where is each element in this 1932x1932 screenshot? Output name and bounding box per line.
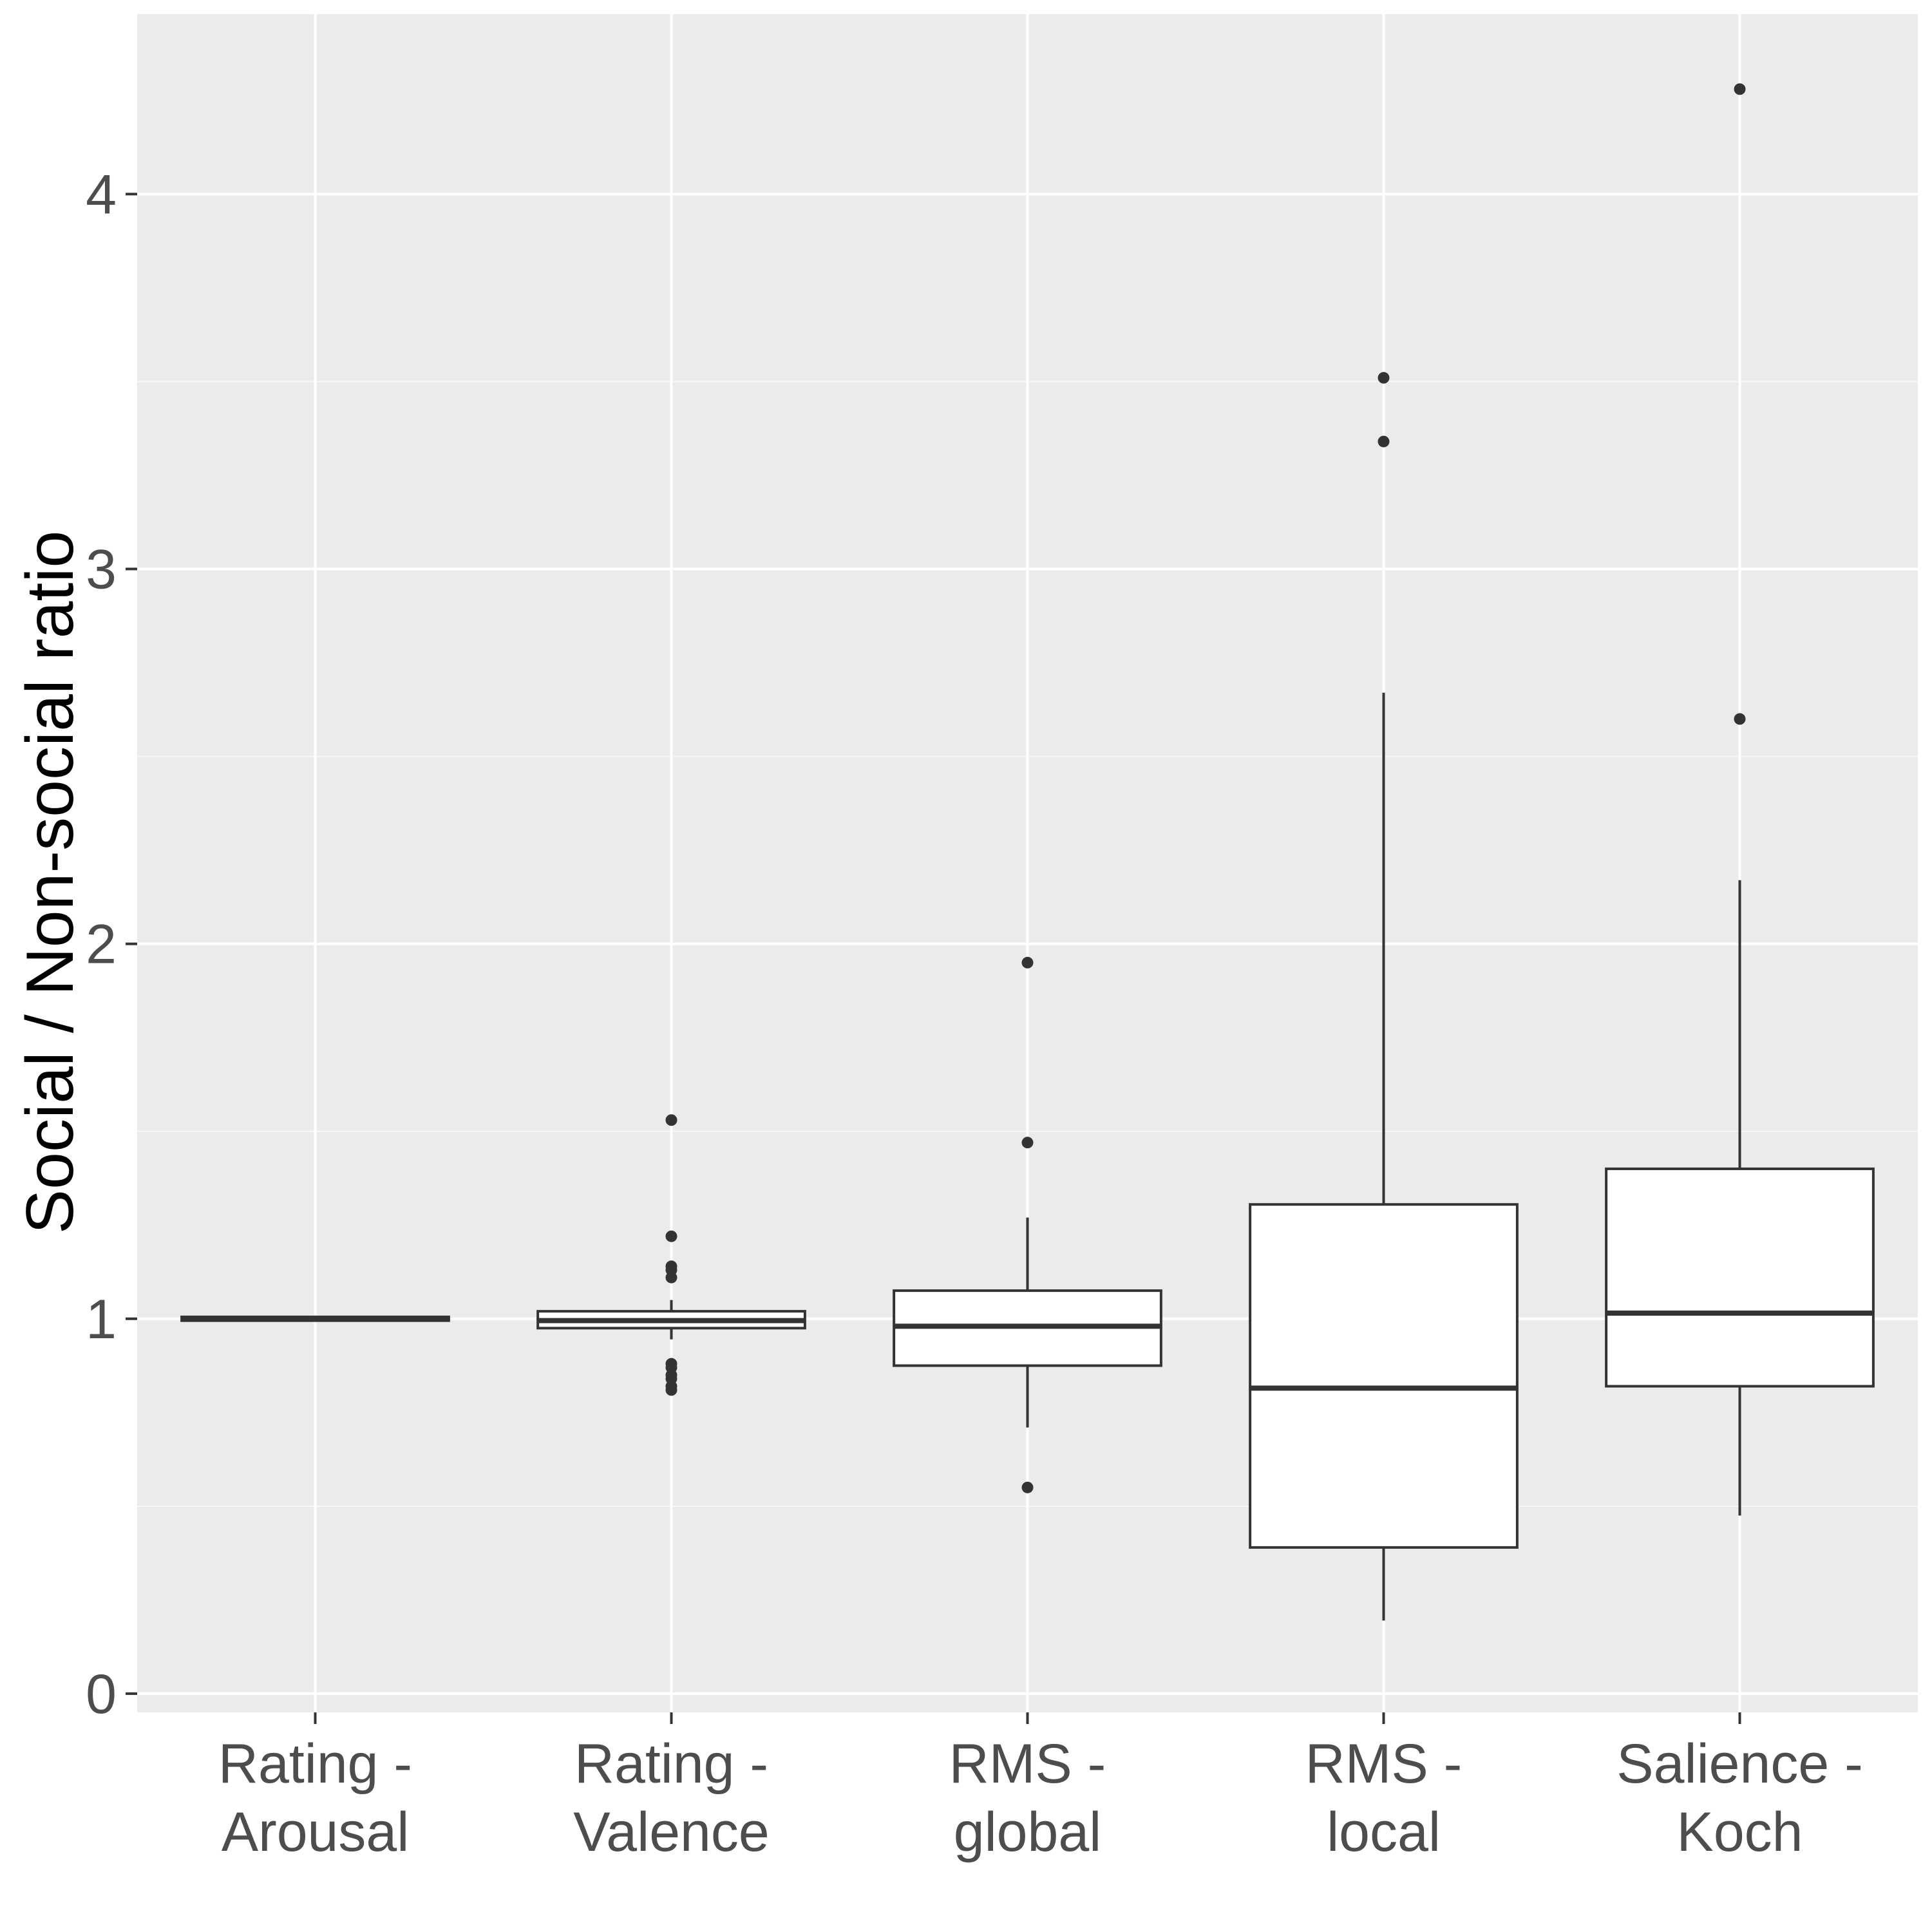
x-tick-label: global (954, 1801, 1102, 1863)
outlier-point (1378, 435, 1390, 448)
box-iqr (1605, 1167, 1875, 1388)
x-tick-label: Rating - (574, 1733, 768, 1795)
y-tick-label: 1 (86, 1289, 117, 1350)
y-tick-label: 0 (86, 1663, 117, 1725)
outlier-point (1378, 372, 1390, 384)
y-tick-label: 3 (86, 539, 117, 601)
x-tick-label: local (1327, 1801, 1441, 1863)
outlier-point (1021, 1481, 1034, 1493)
outlier-point (665, 1271, 677, 1283)
outlier-point (1021, 956, 1034, 969)
box-iqr (1249, 1203, 1519, 1549)
x-tick-label: RMS - (949, 1733, 1106, 1795)
outlier-point (1734, 713, 1746, 725)
outlier-point (665, 1230, 677, 1242)
grid-lines (137, 14, 1918, 1712)
outlier-point (1734, 83, 1746, 95)
box-1 (536, 1114, 806, 1396)
outlier-point (1021, 1137, 1034, 1149)
x-tick-label: Koch (1676, 1801, 1803, 1863)
outlier-point (665, 1384, 677, 1396)
x-tick-label: Rating - (218, 1733, 412, 1795)
x-tick-label: Salience - (1616, 1733, 1862, 1795)
box-2 (893, 956, 1162, 1493)
box-0 (180, 1315, 450, 1322)
box-4 (1605, 83, 1875, 1516)
x-tick-label: Valence (573, 1801, 769, 1863)
x-tick-label: RMS - (1305, 1733, 1463, 1795)
y-tick-label: 4 (86, 164, 117, 225)
x-tick-label: Arousal (222, 1801, 410, 1863)
y-tick-label: 2 (86, 914, 117, 976)
boxes (180, 83, 1875, 1621)
y-axis-title: Social / Non-social ratio (13, 531, 88, 1234)
outlier-point (665, 1114, 677, 1126)
box-3 (1249, 372, 1519, 1621)
